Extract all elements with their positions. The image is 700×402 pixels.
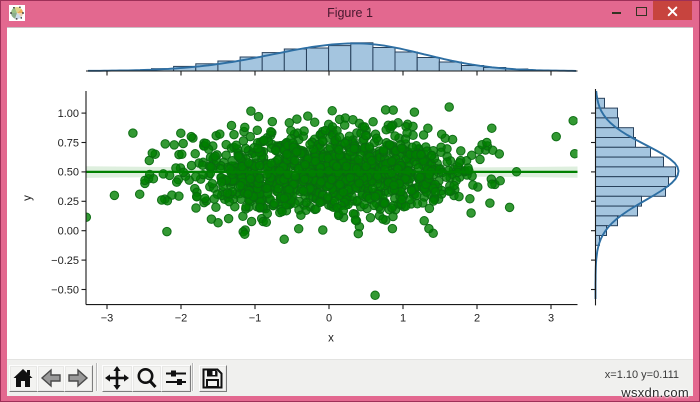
svg-text:1.00: 1.00 <box>58 108 79 120</box>
svg-text:0.75: 0.75 <box>58 137 79 149</box>
svg-text:−0.25: −0.25 <box>51 255 79 267</box>
svg-text:x: x <box>328 333 334 345</box>
svg-text:2: 2 <box>474 313 480 325</box>
svg-text:−0.50: −0.50 <box>51 284 79 296</box>
svg-text:0.50: 0.50 <box>58 167 79 179</box>
svg-text:0.00: 0.00 <box>58 226 79 238</box>
svg-text:1: 1 <box>400 313 406 325</box>
svg-text:y: y <box>22 195 34 201</box>
svg-text:−2: −2 <box>175 313 188 325</box>
svg-text:3: 3 <box>548 313 554 325</box>
svg-text:−3: −3 <box>101 313 114 325</box>
svg-text:−1: −1 <box>249 313 262 325</box>
svg-text:0.25: 0.25 <box>58 196 79 208</box>
svg-text:0: 0 <box>326 313 332 325</box>
